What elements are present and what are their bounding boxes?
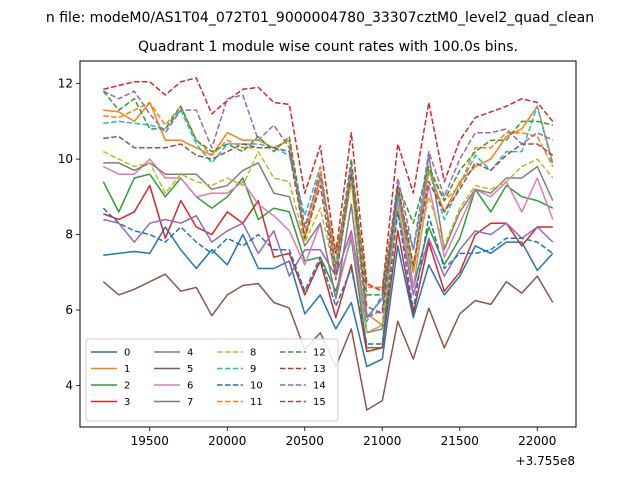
legend-label-6: 6 — [187, 381, 193, 392]
series-line-11 — [103, 101, 554, 289]
legend-label-14: 14 — [313, 381, 326, 392]
x-tick-label: 20500 — [286, 434, 324, 448]
legend-label-13: 13 — [313, 364, 326, 375]
y-tick-label: 4 — [65, 378, 73, 392]
x-axis-offset-label: +3.755e8 — [516, 454, 575, 468]
series-line-2 — [102, 173, 554, 349]
legend-label-0: 0 — [124, 348, 130, 359]
series-line-0 — [103, 226, 554, 368]
x-tick-label: 22000 — [518, 434, 556, 448]
legend-label-10: 10 — [250, 381, 263, 392]
series-line-7 — [103, 154, 554, 334]
legend-label-9: 9 — [250, 364, 256, 375]
series-line-15 — [103, 135, 554, 315]
y-tick-label: 8 — [65, 228, 73, 242]
series-line-3 — [103, 184, 553, 353]
legend-label-1: 1 — [124, 364, 130, 375]
legend-label-11: 11 — [250, 397, 263, 408]
y-tick-label: 6 — [65, 303, 73, 317]
y-axis: 4 6 8 10 12 — [58, 77, 80, 392]
x-tick-label: 21500 — [441, 434, 479, 448]
x-tick-label: 20000 — [208, 434, 246, 448]
legend-label-4: 4 — [187, 348, 193, 359]
legend-box — [85, 338, 339, 422]
legend-label-12: 12 — [313, 348, 326, 359]
axes-frame — [79, 60, 577, 428]
x-tick-label: 21000 — [363, 434, 401, 448]
series-layer — [102, 77, 554, 411]
series-line-8 — [102, 150, 554, 334]
chart-title: Quadrant 1 module wise count rates with … — [138, 39, 518, 55]
y-tick-label: 12 — [58, 77, 73, 91]
legend-label-5: 5 — [187, 364, 193, 375]
y-tick-label: 10 — [58, 152, 73, 166]
legend-label-3: 3 — [124, 397, 130, 408]
legend-label-7: 7 — [187, 397, 193, 408]
series-line-14 — [102, 90, 554, 319]
chart-suptitle: n file: modeM0/AS1T04_072T01_9000004780_… — [46, 10, 594, 26]
legend-label-15: 15 — [313, 397, 326, 408]
x-tick-label: 19500 — [131, 434, 169, 448]
series-line-13 — [103, 77, 554, 292]
series-line-10 — [102, 207, 554, 345]
legend-label-2: 2 — [124, 381, 130, 392]
legend-label-8: 8 — [250, 348, 256, 359]
x-axis: 19500 20000 20500 21000 21500 22000 — [131, 427, 556, 448]
